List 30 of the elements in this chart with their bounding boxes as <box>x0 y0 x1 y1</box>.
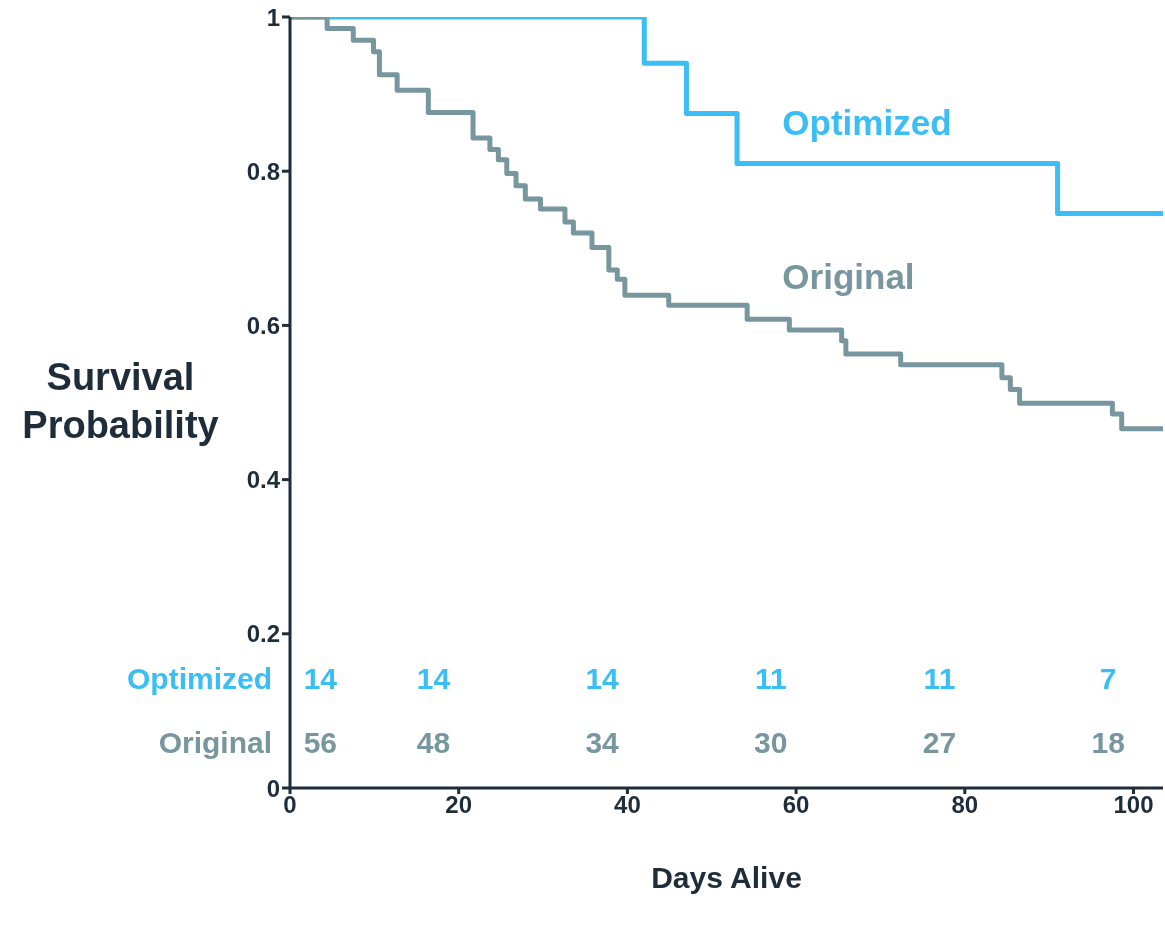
annotation: 14 <box>416 661 451 696</box>
x-tick-label: 60 <box>782 791 810 819</box>
annotation: 14 <box>303 661 338 696</box>
x-tick-label: 100 <box>1113 791 1154 819</box>
y-tick-label: 0.4 <box>246 466 281 494</box>
annotation: 18 <box>1091 725 1125 760</box>
text: Optimized <box>126 661 272 696</box>
annotation: 14 <box>585 661 619 696</box>
y-tick-label: 0.2 <box>246 620 280 648</box>
y-tick-label: 0.8 <box>246 157 280 185</box>
annotation: 30 <box>754 725 788 760</box>
x-tick-label: 0 <box>283 791 297 819</box>
y-tick-label: 0 <box>266 774 280 802</box>
annotation: 56 <box>303 725 338 760</box>
annotation: 34 <box>585 725 619 760</box>
series-label: Original <box>782 257 915 298</box>
annotation: 7 <box>1099 661 1117 696</box>
x-tick-label: 20 <box>445 791 473 819</box>
y-tick-label: 0.6 <box>246 311 280 339</box>
x-tick-label: 80 <box>951 791 979 819</box>
annotation: 11 <box>923 661 956 696</box>
y-axis-title: Survival Probability <box>21 354 220 448</box>
text: Original <box>158 725 272 760</box>
x-tick-label: 40 <box>614 791 641 819</box>
y-tick-label: 1 <box>266 3 280 31</box>
series-label: Optimized <box>782 102 952 143</box>
annotation: 11 <box>754 661 787 696</box>
annotation: 27 <box>922 725 957 760</box>
annotation: 48 <box>416 725 451 760</box>
x-axis-title: Days Alive <box>651 861 802 894</box>
